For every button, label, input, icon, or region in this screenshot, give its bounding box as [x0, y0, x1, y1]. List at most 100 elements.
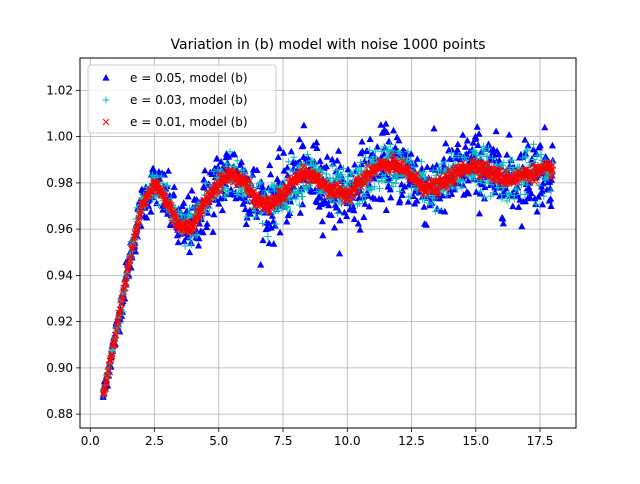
y-tick-label: 0.96: [46, 222, 73, 236]
data-point: [353, 201, 361, 209]
data-point: [522, 147, 530, 155]
data-point: [447, 190, 456, 197]
data-point: [292, 190, 300, 198]
data-point: [389, 151, 397, 159]
data-point: [101, 386, 108, 394]
data-point: [476, 187, 484, 195]
data-point: [461, 143, 470, 150]
data-point: [395, 148, 403, 156]
data-point: [148, 187, 156, 195]
data-point: [536, 141, 544, 149]
data-point: [378, 195, 386, 203]
y-tick-label: 0.90: [46, 361, 73, 375]
data-point: [351, 160, 359, 168]
data-point: [480, 142, 488, 150]
data-point: [276, 228, 284, 236]
data-point: [337, 184, 344, 191]
data-point: [530, 155, 538, 163]
data-point: [524, 146, 532, 154]
data-point: [483, 152, 491, 160]
data-point: [499, 214, 507, 222]
data-point: [475, 130, 483, 137]
data-point: [158, 172, 166, 180]
data-point: [296, 209, 304, 216]
data-point: [188, 186, 196, 194]
data-point: [428, 200, 436, 208]
data-point: [371, 183, 379, 191]
legend-entry: e = 0.03, model (b): [102, 93, 248, 107]
x-tick-label: 12.5: [398, 434, 425, 448]
data-point: [420, 203, 428, 210]
data-point: [493, 160, 501, 168]
data-point: [538, 200, 547, 208]
data-point: [482, 160, 490, 167]
data-point: [469, 139, 477, 146]
data-point: [164, 182, 172, 190]
data-point: [266, 161, 274, 169]
y-tick-label: 0.92: [46, 315, 73, 329]
data-point: [135, 217, 143, 224]
data-point: [385, 169, 393, 176]
data-point: [511, 195, 519, 203]
data-point: [200, 183, 209, 191]
data-point: [167, 194, 175, 202]
data-point: [472, 188, 480, 195]
data-point: [104, 368, 112, 376]
data-point: [401, 182, 409, 190]
data-point: [170, 190, 178, 198]
legend-entry: e = 0.05, model (b): [102, 71, 248, 85]
data-point: [257, 260, 265, 268]
data-point: [442, 158, 450, 166]
data-point: [540, 192, 548, 200]
data-point: [187, 241, 195, 249]
data-point: [547, 166, 555, 173]
data-point: [408, 184, 416, 192]
data-point: [489, 145, 498, 153]
data-point: [498, 195, 506, 203]
data-point: [323, 153, 331, 160]
data-point: [380, 143, 388, 151]
data-point: [258, 220, 266, 228]
data-point: [413, 155, 421, 162]
data-point: [389, 126, 398, 134]
data-point: [505, 131, 513, 138]
data-point: [338, 171, 346, 179]
data-point: [237, 158, 245, 165]
data-point: [382, 206, 390, 213]
data-point: [253, 166, 261, 174]
data-point: [383, 128, 391, 135]
data-point: [531, 194, 539, 202]
data-point: [267, 224, 275, 231]
data-point: [421, 195, 429, 203]
data-point: [527, 189, 535, 197]
data-point: [459, 177, 467, 185]
data-point: [430, 124, 438, 132]
data-point: [361, 192, 369, 200]
y-tick-label: 0.88: [46, 407, 73, 421]
legend-marker: [102, 118, 110, 126]
data-point: [283, 217, 291, 225]
data-point: [239, 200, 247, 207]
data-point: [277, 199, 284, 207]
data-point: [287, 147, 295, 155]
data-point: [511, 169, 518, 177]
data-point: [530, 140, 538, 148]
data-point: [481, 147, 489, 155]
data-point: [203, 223, 211, 231]
data-point: [388, 146, 396, 154]
data-point: [396, 150, 404, 158]
data-point: [371, 147, 379, 155]
data-point: [411, 160, 419, 167]
data-point: [541, 123, 549, 131]
data-point: [161, 192, 169, 200]
data-point: [334, 147, 343, 154]
data-point: [509, 202, 517, 210]
data-point: [265, 219, 273, 227]
data-point: [473, 123, 481, 130]
data-point: [454, 172, 461, 179]
data-point: [542, 153, 550, 160]
data-point: [547, 195, 555, 202]
data-point: [470, 147, 478, 155]
data-point: [547, 187, 555, 195]
data-point: [127, 253, 135, 261]
